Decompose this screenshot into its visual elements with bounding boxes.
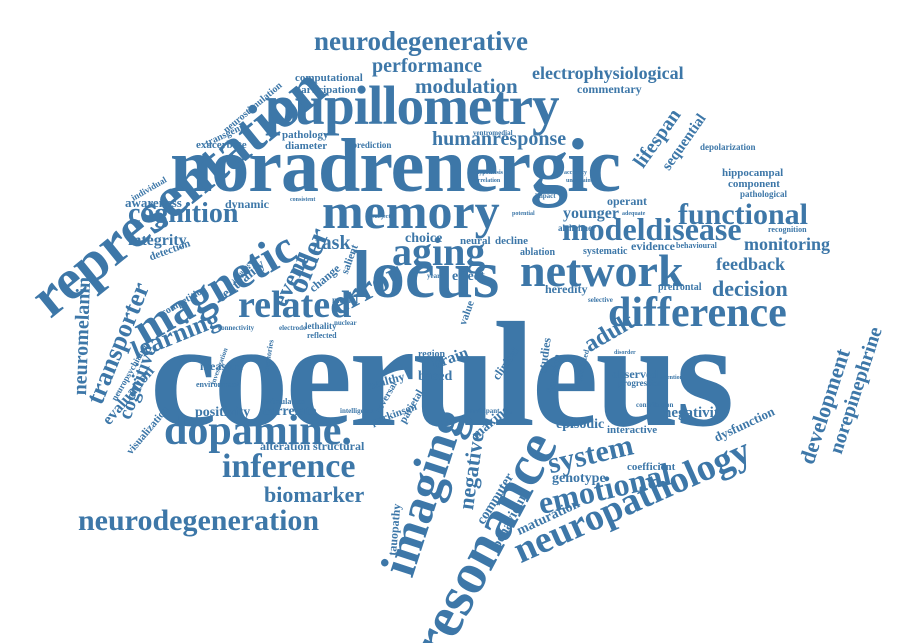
word-network: network [520,245,684,296]
word-modeldisease: modeldisease [562,211,742,247]
word-performance: performance [372,55,482,77]
word-selective: selective [588,296,613,304]
word-adequate: adequate [622,211,646,217]
word-operant: operant [607,194,647,208]
word-attention: attention [660,375,683,381]
word-effect: effect [452,269,485,284]
word-genotype: genotype [552,471,606,486]
word-positivity: positivity [195,405,251,420]
word-computational: computational [295,72,363,84]
word-inference: inference [222,448,356,485]
word-contribution: contribution [636,401,674,409]
word-recognition: recognition [768,225,807,234]
word-pathological: pathological [740,189,788,199]
word-nuclear: nuclear [334,319,357,327]
word-year: year [427,272,441,280]
word-participant: participant [466,407,500,415]
word-cognition: cognition [128,198,239,229]
word-measure: measure [200,359,244,373]
word-uncertain: uncertain [566,178,591,184]
word-heredity: heredity [545,282,588,296]
word-hippocampal: hippocampal [722,167,784,179]
word-subject: subject [372,214,391,220]
word-electrode: electrode [279,324,307,332]
word-alzheimer: alzheimer [558,223,596,233]
word-region: region [418,349,446,360]
word-based: based [418,369,453,384]
word-coeruleus: coeruleus [150,292,734,458]
word-correlate: correlate [263,404,317,419]
word-neuromelanin: neuromelanin [69,276,96,396]
word-awareness: awareness [125,195,182,210]
word-electrophysiological: electrophysiological [532,63,684,83]
word-pupillometry: pupillometry [265,75,560,136]
word-participation: participation [295,84,357,96]
word-neural: neural [460,235,491,247]
word-related: related [238,284,352,326]
word-intelligence: intelligence [340,407,374,415]
word-hypothesis: hypothesis [476,170,504,176]
word-disorder: disorder [614,350,636,356]
word-commentary: commentary [577,82,642,96]
word-reflected: reflected [307,331,337,340]
word-task: task [315,232,351,254]
word-environment: environment [196,380,240,389]
word-monitoring: monitoring [744,234,831,254]
word-neurodegeneration: neurodegeneration [78,504,320,537]
word-humanresponse: humanresponse [432,128,567,150]
word-observed: observed [612,367,658,381]
word-ablation: ablation [520,247,556,258]
word-interactive: interactive [607,424,658,436]
word-progression: progression [618,378,663,388]
word-feedback: feedback [716,254,785,274]
word-stimulation: stimulation [266,397,305,406]
word-biomarker: biomarker [264,482,365,507]
word-correlation: correlation [472,178,501,184]
word-memory: memory [322,183,500,239]
word-locus: locus [352,236,500,312]
word-modulation: modulation [415,74,518,98]
word-episodic: episodic [556,417,605,432]
word-dynamic: dynamic [225,197,270,211]
word-integrity: integrity [128,232,187,249]
word-pathology: pathology [282,129,329,141]
word-impact: impact [535,192,556,200]
word-component: component [728,178,780,190]
word-systematic: systematic [583,246,628,257]
word-coefficient: coefficient [627,461,676,473]
word-noradrenergic: noradrenergic [170,124,621,208]
word-prediction: prediction [352,140,392,150]
word-difference: difference [608,290,787,336]
word-consistent: consistent [290,197,316,203]
word-depolarization: depolarization [700,142,756,152]
word-prefrontal: prefrontal [658,282,702,293]
word-decision: decision [712,276,788,301]
word-ventromedial: ventromedial [473,129,513,137]
word-exacerbate: exacerbate [196,139,247,151]
word-medial: medial [332,295,358,305]
word-neurodegenerative: neurodegenerative [314,26,528,56]
word-lethality: lethality [305,321,337,331]
word-behavioural: behavioural [676,241,717,250]
word-alteration-structural: alteration structural [260,439,365,453]
word-evidence: evidence [631,239,675,253]
word-negativity: negativity [663,405,727,421]
word-connectivity: connectivity [218,324,255,332]
word-decline: decline [495,235,528,247]
word-accuracy: accuracy [564,170,587,176]
word-choice: choice [405,231,443,246]
word-potential: potential [512,211,535,217]
word-younger: younger [563,205,619,222]
word-dopamine: dopamine. [164,408,352,454]
word-aging: aging [392,229,486,274]
word-diameter: diameter [285,140,328,152]
word-functional: functional [678,198,809,231]
